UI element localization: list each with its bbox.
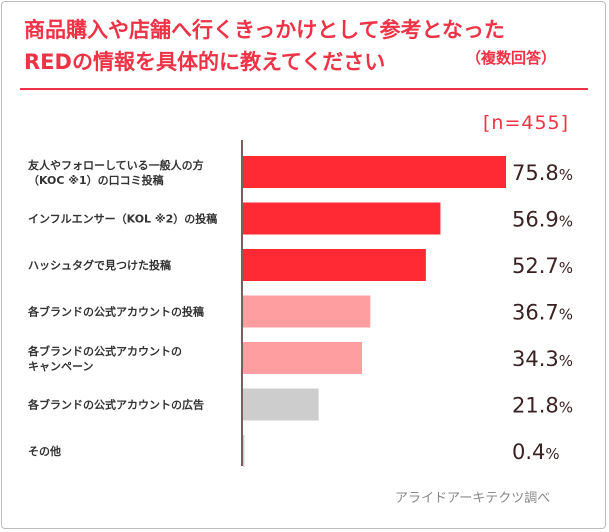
- title-divider: [20, 88, 588, 90]
- category-label-2: インフルエンサー（KOL ※2）の投稿: [28, 212, 217, 226]
- category-label-3: ハッシュタグで見つけた投稿: [28, 258, 171, 272]
- chart-subtitle: （複数回答）: [466, 49, 557, 67]
- value-label-2: 56.9%: [512, 208, 573, 232]
- bar-2: [243, 202, 441, 235]
- category-label-6: 各ブランドの公式アカウントの広告: [27, 398, 204, 412]
- bar-7: [243, 435, 245, 467]
- category-label-5: 各ブランドの公式アカウントのキャンペーン: [27, 344, 182, 373]
- title-line-1: 商品購入や店舗へ行くきっかけとして参考となった: [24, 18, 505, 42]
- value-label-1: 75.8%: [512, 161, 573, 185]
- bar-4: [243, 295, 371, 328]
- value-label-5: 34.3%: [512, 347, 573, 371]
- bar-6: [243, 388, 319, 421]
- bar-3: [243, 249, 426, 281]
- category-label-1: 友人やフォローしている一般人の方（KOC ※1）の口コミ投稿: [28, 158, 204, 187]
- value-label-3: 52.7%: [512, 254, 573, 278]
- source-note: アライドアーキテクツ調べ: [395, 491, 551, 506]
- value-label-4: 36.7%: [512, 301, 573, 325]
- category-label-4: 各ブランドの公式アカウントの投稿: [27, 305, 204, 319]
- chart-title: 商品購入や店舗へ行くきっかけとして参考となった REDの情報を具体的に教えてくだ…: [24, 14, 505, 78]
- category-label-7: その他: [28, 444, 61, 458]
- bar-1: [243, 156, 506, 188]
- value-label-6: 21.8%: [512, 394, 573, 418]
- sample-size-label: [n=455]: [483, 112, 570, 134]
- title-line-2: REDの情報を具体的に教えてください: [24, 50, 386, 74]
- value-label-7: 0.4%: [512, 440, 560, 464]
- bar-5: [243, 342, 363, 374]
